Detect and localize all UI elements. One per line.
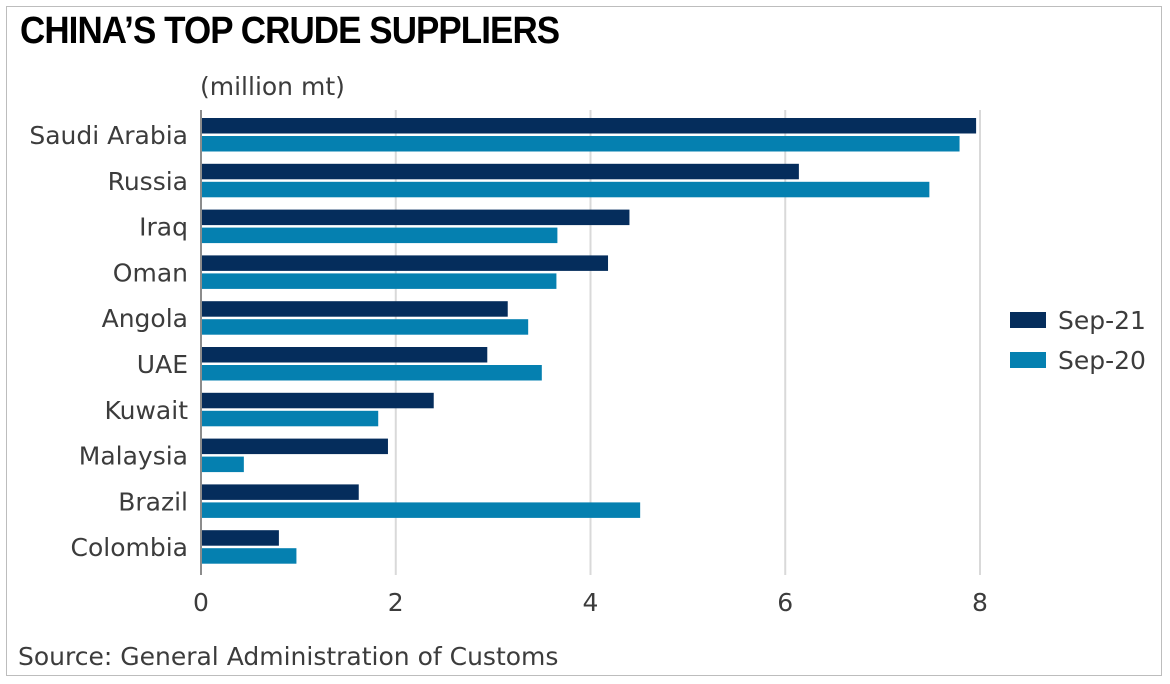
category-label: UAE [137, 350, 188, 379]
category-label: Russia [108, 167, 188, 196]
x-tick-label: 2 [388, 588, 404, 617]
category-label: Angola [102, 304, 188, 333]
legend: Sep-21 Sep-20 [1010, 306, 1146, 375]
category-label: Malaysia [79, 442, 188, 471]
bar [202, 347, 488, 363]
bar [202, 365, 542, 381]
x-tick-label: 4 [583, 588, 599, 617]
legend-swatch [1010, 312, 1046, 328]
bars [202, 118, 977, 564]
bar [202, 502, 641, 518]
unit-label: (million mt) [200, 72, 345, 101]
bar [202, 319, 529, 335]
category-label: Brazil [118, 487, 188, 516]
bar [202, 530, 279, 546]
chart-title: CHINA’S TOP CRUDE SUPPLIERS [20, 10, 560, 52]
x-tick-label: 6 [777, 588, 793, 617]
bar [202, 136, 960, 152]
bar [202, 301, 508, 317]
category-label: Saudi Arabia [29, 121, 188, 150]
x-tick-label: 8 [972, 588, 988, 617]
bar [202, 181, 930, 198]
category-label: Kuwait [104, 396, 188, 425]
source-note: Source: General Administration of Custom… [18, 642, 559, 671]
bar [202, 255, 609, 271]
bar [202, 227, 558, 244]
bar [202, 548, 297, 564]
bar [202, 273, 557, 289]
bar [202, 392, 434, 409]
category-labels: Saudi Arabia Russia Iraq Oman Angola UAE Kuwai… [29, 121, 188, 562]
category-label: Oman [113, 258, 188, 287]
x-tick-labels: 0 2 4 6 8 [193, 588, 988, 617]
bar [202, 484, 359, 500]
legend-label: Sep-21 [1058, 306, 1146, 335]
category-label: Colombia [71, 533, 188, 562]
bar [202, 163, 799, 180]
x-tick-label: 0 [193, 588, 209, 617]
bar [202, 209, 630, 226]
bar [202, 118, 977, 134]
bar [202, 438, 388, 455]
bar [202, 456, 244, 473]
legend-swatch [1010, 352, 1046, 368]
category-label: Iraq [139, 213, 188, 242]
legend-label: Sep-20 [1058, 346, 1146, 375]
bar [202, 410, 379, 427]
chart-frame [6, 6, 1162, 676]
